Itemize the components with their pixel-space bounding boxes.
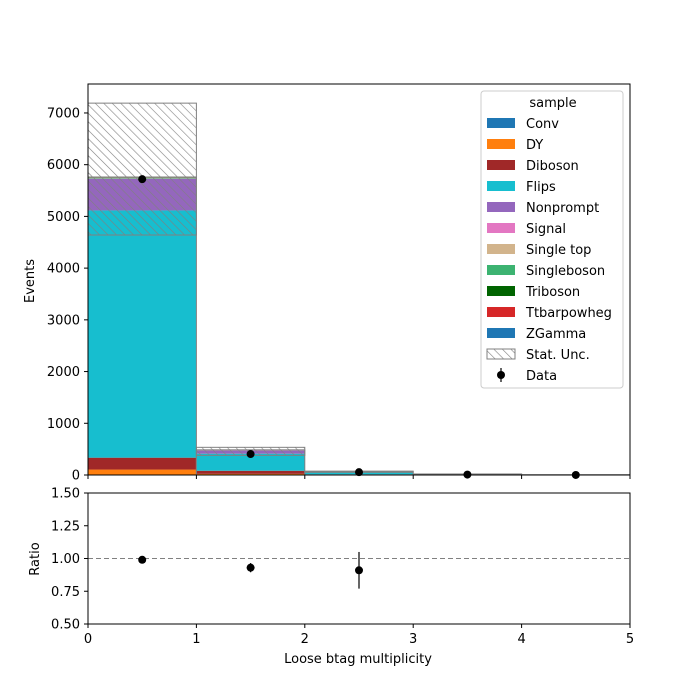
legend-swatch — [487, 307, 515, 317]
legend-label-zgamma: ZGamma — [526, 327, 586, 342]
ratio-point — [355, 566, 363, 575]
data-point — [138, 175, 147, 184]
legend-label-conv: Conv — [526, 117, 559, 132]
bar-segment-dy — [88, 469, 197, 475]
ratio-y-tick-label: 1.25 — [51, 519, 80, 534]
legend-label-single-top: Single top — [526, 243, 591, 258]
legend: sample Conv DY Diboson Flips Nonprompt Signal S… — [480, 90, 624, 389]
bar-segment-flips — [196, 453, 305, 471]
y-tick-label: 7000 — [47, 106, 80, 121]
ratio-y-axis-label: Ratio — [28, 542, 43, 575]
legend-label-diboson: Diboson — [526, 159, 579, 174]
ratio-points — [138, 551, 363, 589]
y-tick-label: 3000 — [47, 313, 80, 328]
x-tick-label: 5 — [626, 632, 634, 647]
ratio-y-tick-label: 0.75 — [51, 585, 80, 600]
legend-label-stat-unc: Stat. Unc. — [526, 348, 590, 363]
x-tick-label: 2 — [301, 632, 309, 647]
legend-label-triboson: Triboson — [525, 285, 580, 300]
y-tick-label: 5000 — [47, 210, 80, 225]
bar-segment-dy — [196, 473, 305, 475]
ratio-y-tick-label: 0.50 — [51, 618, 80, 633]
legend-label-nonprompt: Nonprompt — [526, 201, 599, 216]
bar-segment-diboson — [88, 457, 197, 470]
y-tick-label: 1000 — [47, 417, 80, 432]
stat-unc-band — [87, 102, 197, 236]
legend-swatch — [487, 328, 515, 338]
legend-swatch — [487, 244, 515, 254]
ratio-point — [246, 563, 255, 572]
x-tick-label: 3 — [409, 632, 417, 647]
main-x-ticks — [87, 475, 631, 479]
x-tick-label: 0 — [84, 632, 92, 647]
main-y-ticks: 0 1000 2000 3000 4000 5000 6000 7000 — [47, 106, 88, 484]
legend-label-ttbarpowheg: Ttbarpowheg — [525, 306, 612, 321]
legend-swatch — [487, 160, 515, 170]
ratio-point — [138, 555, 147, 564]
y-tick-label: 6000 — [47, 158, 80, 173]
legend-box — [480, 90, 624, 389]
bar-segment-diboson — [196, 470, 305, 474]
ratio-x-ticks: 0 1 2 3 4 5 — [84, 624, 634, 647]
ratio-y-tick-label: 1.00 — [51, 552, 80, 567]
x-axis-label: Loose btag multiplicity — [284, 652, 432, 667]
y-tick-label: 2000 — [47, 365, 80, 380]
legend-label-flips: Flips — [526, 180, 556, 195]
main-axes-frame — [87, 83, 631, 476]
legend-label-signal: Signal — [526, 222, 566, 237]
legend-label-data: Data — [526, 369, 557, 384]
legend-swatch — [487, 223, 515, 233]
ratio-y-ticks: 0.50 0.75 1.00 1.25 1.50 — [51, 487, 88, 633]
legend-swatch — [487, 202, 515, 212]
x-tick-label: 4 — [517, 632, 525, 647]
ratio-panel: 0.50 0.75 1.00 1.25 1.50 0 1 2 3 4 5 Ratio Loose … — [28, 487, 634, 668]
x-tick-label: 1 — [192, 632, 200, 647]
data-point — [355, 468, 363, 477]
legend-swatch — [487, 118, 515, 128]
legend-swatch — [487, 265, 515, 275]
legend-label-dy: DY — [526, 138, 543, 153]
legend-swatch — [487, 286, 515, 296]
legend-swatch-stat-unc — [486, 348, 516, 360]
legend-data-marker — [497, 371, 505, 379]
ratio-y-tick-label: 1.50 — [51, 487, 80, 502]
legend-title: sample — [529, 96, 576, 111]
legend-swatch — [487, 181, 515, 191]
y-tick-label: 0 — [72, 469, 80, 484]
legend-label-singleboson: Singleboson — [526, 264, 605, 279]
legend-swatch — [487, 139, 515, 149]
bar-segment-flips — [88, 210, 197, 458]
main-y-axis-label: Events — [23, 259, 38, 303]
y-tick-label: 4000 — [47, 262, 80, 277]
data-point — [246, 450, 255, 459]
data-points — [138, 175, 580, 479]
main-panel: 0 1000 2000 3000 4000 5000 6000 7000 Events sam… — [23, 83, 631, 484]
